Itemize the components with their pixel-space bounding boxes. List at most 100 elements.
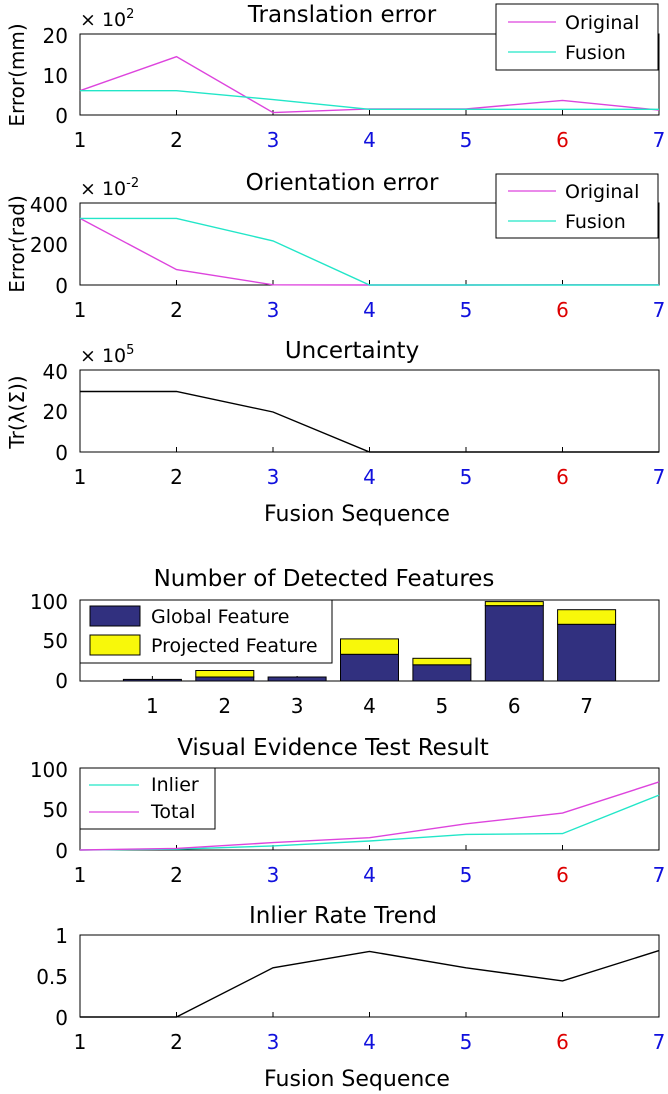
x-tick-label: 2 — [170, 298, 183, 322]
bar-global-feature — [122, 678, 182, 682]
plot-lines-uncertainty — [80, 390, 659, 453]
series-line-fusion — [80, 217, 659, 286]
y-tick-label: 10 — [43, 64, 68, 88]
x-tick-label: 5 — [460, 298, 473, 322]
y-ticks-translation: 20 10 0 — [43, 24, 68, 128]
legend-label-fusion: Fusion — [565, 42, 626, 64]
x-tick-label: 2 — [170, 128, 183, 152]
x-tick-label: 4 — [363, 298, 376, 322]
legend-label-inlier: Inlier — [151, 774, 199, 796]
legend-features: Global Feature Projected Feature — [79, 599, 333, 664]
y-ticks-visual-evidence: 100 50 0 — [30, 758, 68, 863]
plot-lines-orientation — [79, 217, 659, 286]
bar-projected-feature — [484, 601, 544, 607]
y-ticks-orientation: 400 200 0 — [30, 193, 68, 298]
legend-label-original: Original — [565, 12, 639, 34]
x-ticks-translation: 1 2 3 4 5 6 7 — [74, 110, 666, 152]
chart-title-uncertainty: Uncertainty — [285, 338, 419, 364]
series-line-fusion — [80, 89, 659, 111]
x-tick-label: 1 — [74, 128, 87, 152]
y-exponent-translation: × 102 — [80, 7, 134, 31]
plot-lines-inlier-rate — [80, 949, 660, 1018]
x-tick-label: 1 — [74, 1030, 87, 1054]
bar-global-feature — [557, 623, 617, 682]
chart-title-visual-evidence: Visual Evidence Test Result — [177, 735, 489, 761]
chart-title-features: Number of Detected Features — [154, 566, 495, 592]
x-ticks-inlier-rate: 1 2 3 4 5 6 7 — [74, 1012, 666, 1054]
x-axis-label-uncertainty: Fusion Sequence — [264, 502, 450, 527]
x-tick-label: 6 — [556, 465, 569, 489]
y-tick-label: 40 — [43, 360, 68, 384]
legend-translation: Original Fusion — [495, 3, 659, 71]
series-line-main — [80, 390, 659, 453]
chart-title-orientation: Orientation error — [246, 170, 439, 196]
x-tick-label: 1 — [74, 863, 87, 887]
y-axis-label-orientation: Error(rad) — [5, 195, 29, 293]
y-axis-label-uncertainty: Tr(λ(Σ)) — [5, 375, 29, 449]
x-tick-label: 7 — [653, 1030, 666, 1054]
y-tick-label: 0 — [55, 839, 68, 863]
legend-label-fusion: Fusion — [565, 211, 626, 233]
x-tick-label: 3 — [267, 465, 280, 489]
x-tick-label: 3 — [291, 694, 304, 718]
x-tick-label: 6 — [556, 298, 569, 322]
y-exponent-orientation: × 10-2 — [80, 176, 139, 200]
panel-translation-error: Translation error × 102 Error(mm) 20 10 … — [5, 2, 665, 152]
axes-box-inlier-rate — [79, 934, 660, 1018]
x-tick-label: 5 — [436, 694, 449, 718]
y-tick-label: 50 — [43, 798, 68, 822]
x-ticks-visual-evidence: 1 2 3 4 5 6 7 — [74, 845, 666, 887]
axes-box-uncertainty — [79, 369, 660, 453]
y-tick-label: 0 — [55, 1006, 68, 1030]
x-tick-label: 1 — [74, 298, 87, 322]
legend-box — [79, 767, 216, 830]
x-tick-label: 4 — [363, 465, 376, 489]
y-tick-label: 400 — [30, 193, 68, 217]
y-tick-label: 100 — [30, 590, 68, 614]
series-line-inlier — [79, 794, 660, 851]
x-tick-label: 6 — [556, 863, 569, 887]
y-tick-label: 100 — [30, 758, 68, 782]
chart-title-inlier-rate: Inlier Rate Trend — [249, 903, 437, 929]
legend-box — [495, 173, 659, 239]
x-tick-label: 4 — [363, 694, 376, 718]
bar-projected-feature — [195, 670, 255, 678]
x-tick-label: 5 — [460, 465, 473, 489]
x-tick-label: 5 — [460, 128, 473, 152]
legend-orientation: Original Fusion — [495, 173, 659, 239]
x-tick-label: 6 — [556, 128, 569, 152]
y-tick-label: 50 — [43, 629, 68, 653]
bar-projected-feature — [412, 657, 472, 666]
x-tick-label: 2 — [170, 465, 183, 489]
x-tick-label: 1 — [146, 694, 159, 718]
y-tick-label: 1 — [55, 924, 68, 948]
plot-lines-translation — [79, 55, 660, 114]
y-axis-label-translation: Error(mm) — [5, 23, 29, 126]
y-tick-label: 0 — [55, 441, 68, 465]
x-tick-label: 4 — [363, 128, 376, 152]
bar-global-feature — [195, 676, 255, 682]
plot-lines-visual-evidence — [79, 781, 660, 851]
x-tick-label: 2 — [218, 694, 231, 718]
y-tick-label: 20 — [43, 400, 68, 424]
panel-detected-features: Number of Detected Features 100 50 0 1 2 3… — [30, 566, 660, 718]
x-tick-label: 7 — [653, 128, 666, 152]
chart-title-translation: Translation error — [247, 2, 437, 28]
bar-global-feature — [412, 664, 472, 682]
x-tick-label: 7 — [653, 863, 666, 887]
x-tick-label: 5 — [460, 1030, 473, 1054]
x-tick-label: 4 — [363, 1030, 376, 1054]
x-ticks-features: 1 2 3 4 5 6 7 — [146, 676, 593, 718]
legend-swatch-global-feature — [89, 605, 141, 627]
x-tick-label: 7 — [653, 298, 666, 322]
y-tick-label: 0 — [55, 104, 68, 128]
x-tick-label: 7 — [580, 694, 593, 718]
panel-visual-evidence: Visual Evidence Test Result 100 50 0 1 2 3… — [30, 735, 666, 887]
bars-features — [122, 601, 617, 682]
x-ticks-uncertainty: 1 2 3 4 5 6 7 — [74, 447, 665, 489]
y-ticks-features: 100 50 0 — [30, 590, 68, 693]
y-ticks-uncertainty: 40 20 0 — [43, 360, 68, 465]
bar-global-feature — [484, 605, 544, 682]
